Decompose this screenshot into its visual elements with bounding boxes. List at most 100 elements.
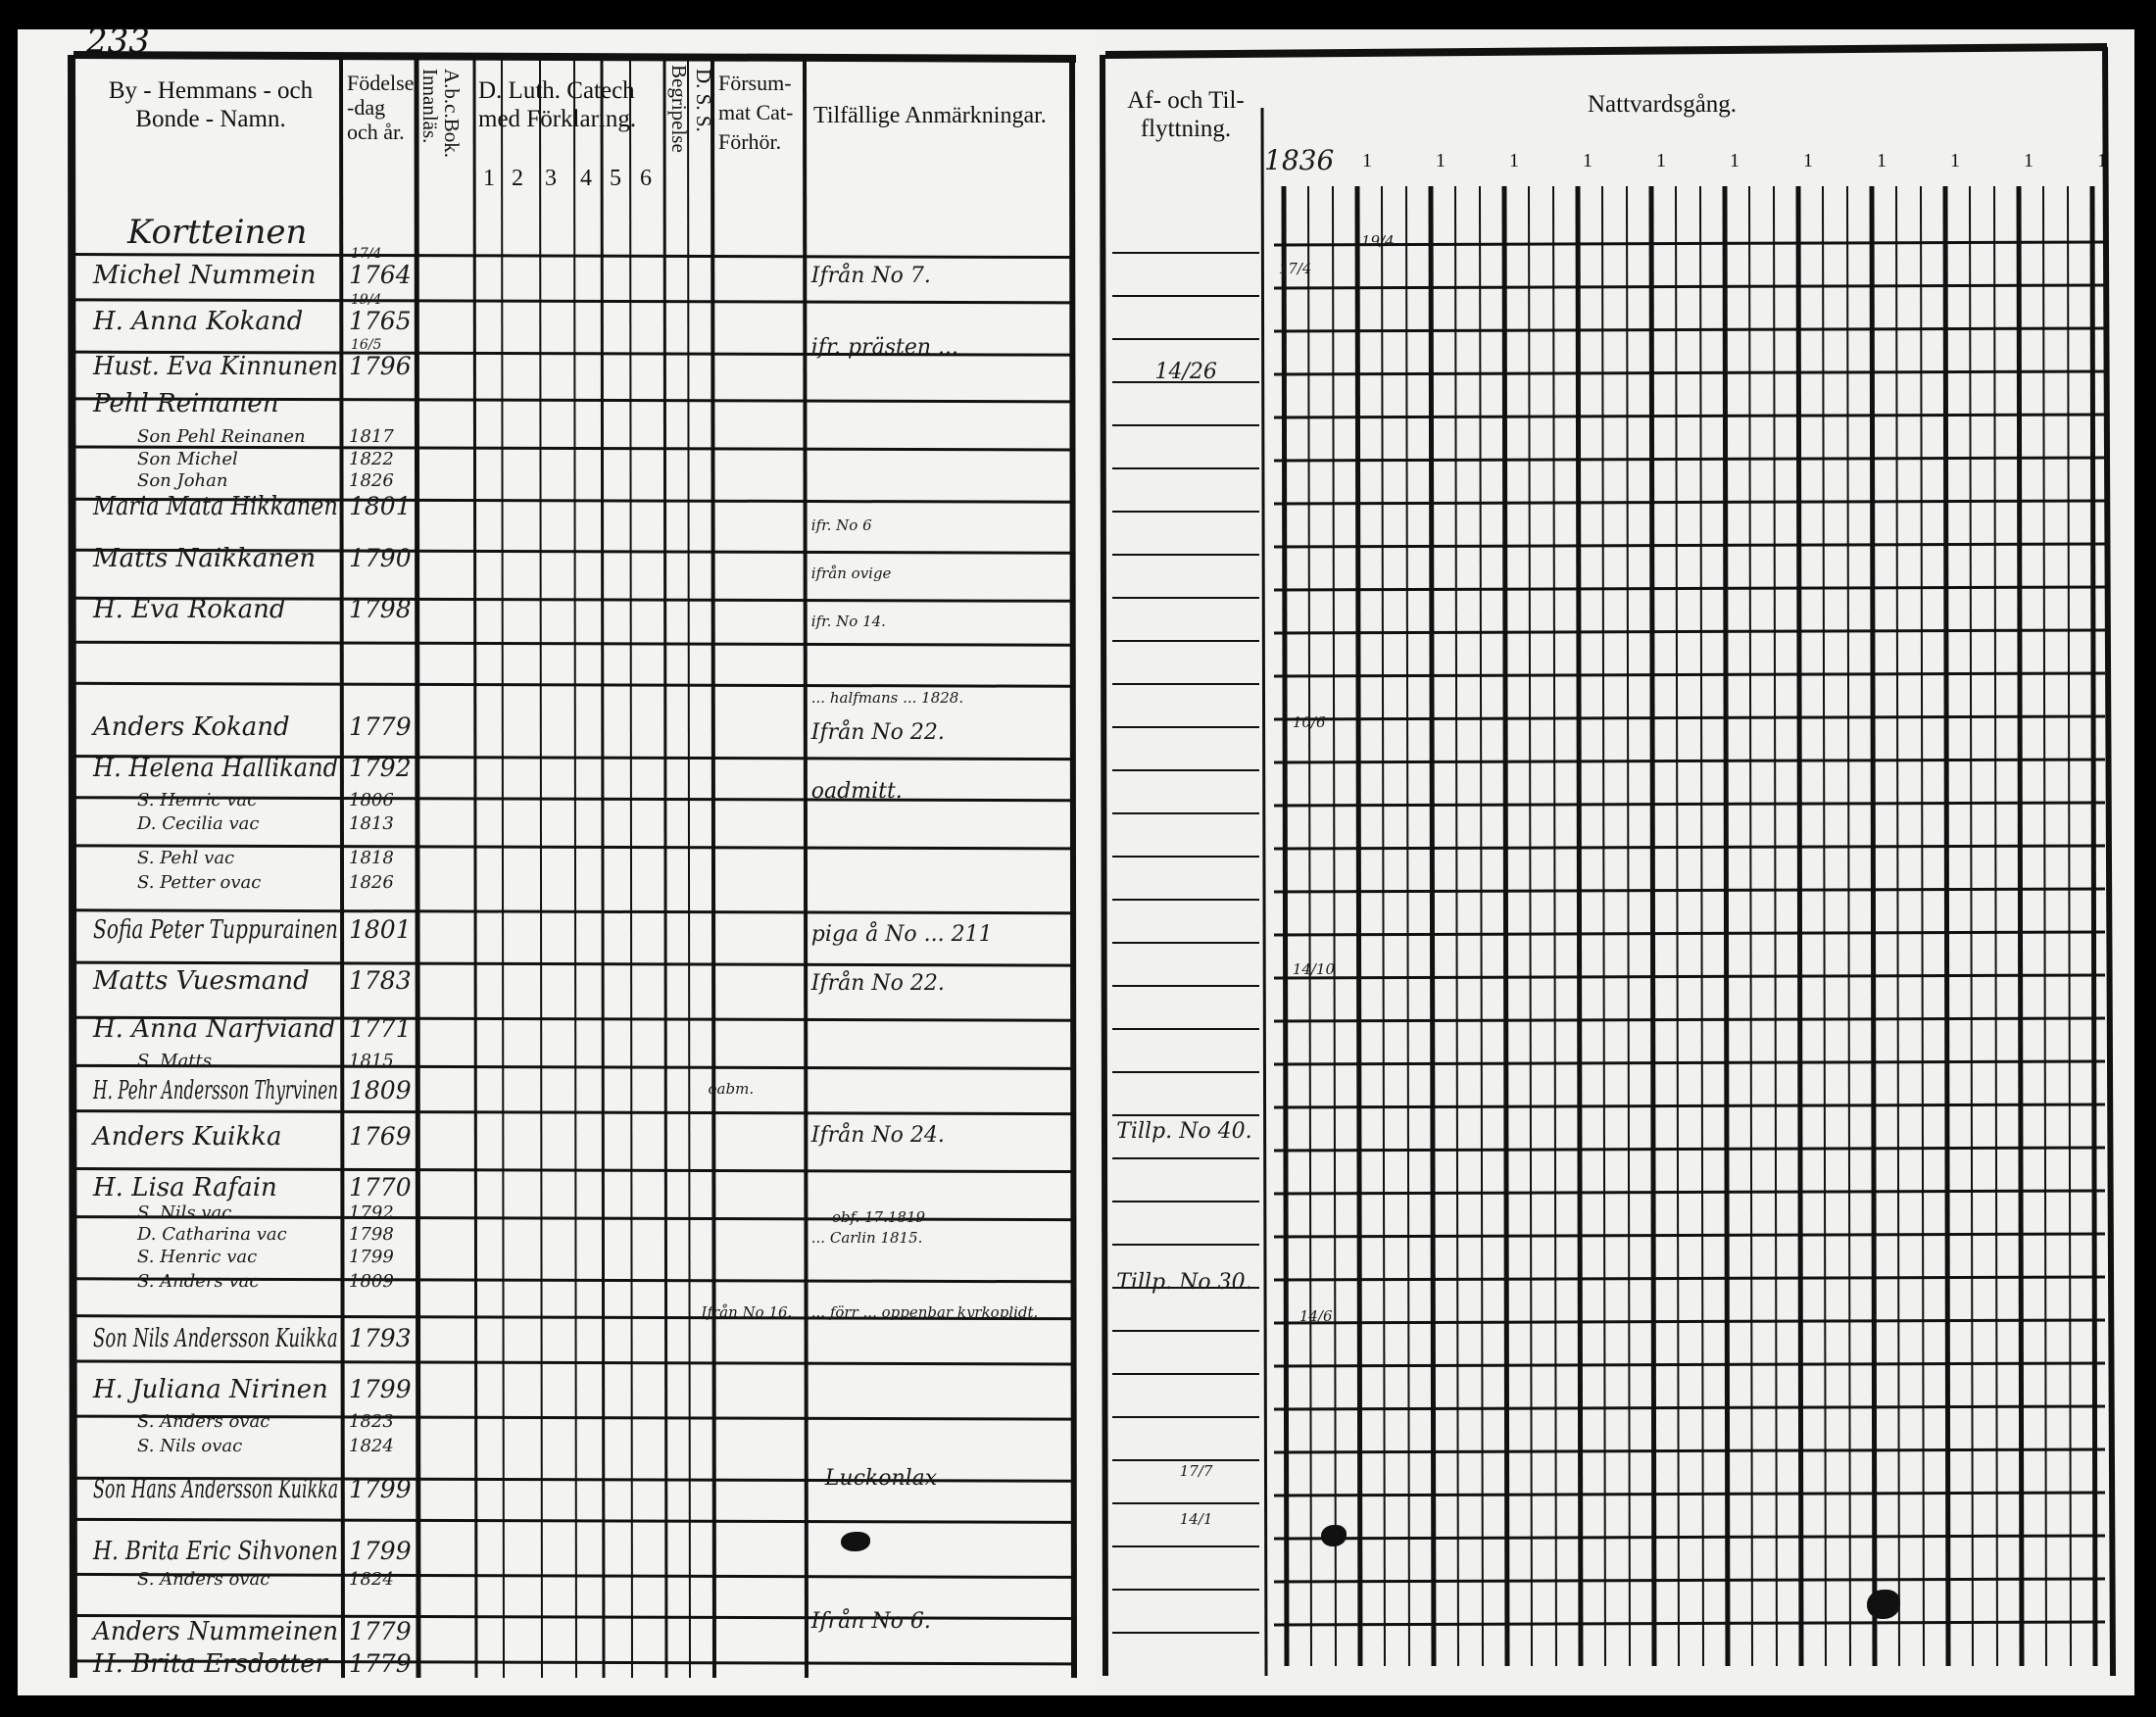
communion-column-marker: 1 bbox=[1730, 150, 1740, 172]
communion-column-rule bbox=[1501, 185, 1510, 1667]
remark-text: piga å No ... 211 bbox=[810, 921, 993, 947]
ink-blot bbox=[1321, 1525, 1347, 1546]
catechism-part-number: 3 bbox=[545, 166, 557, 191]
communion-row-rule bbox=[1273, 283, 2106, 290]
entry-name: Hust. Eva Kinnunen bbox=[93, 352, 339, 382]
communion-row-rule bbox=[1273, 1534, 2106, 1541]
column-rule bbox=[803, 54, 808, 1679]
communion-column-marker: 1 bbox=[1509, 150, 1519, 172]
entry-birth-year: 1771 bbox=[349, 1014, 412, 1044]
entry-name: D. Catharina vac bbox=[137, 1224, 287, 1246]
entry-birth-year: 1793 bbox=[349, 1323, 412, 1352]
communion-column-rule bbox=[1354, 185, 1363, 1667]
column-rule bbox=[339, 54, 345, 1679]
entry-birth-year: 1764 bbox=[349, 261, 412, 290]
entry-birth-year: 1799 bbox=[349, 1246, 394, 1267]
entry-birth-date: 19/4 bbox=[351, 291, 382, 308]
communion-column-rule bbox=[1405, 185, 1410, 1667]
communion-row-rule bbox=[1273, 1189, 2106, 1196]
communion-row-rule bbox=[1273, 369, 2106, 376]
entry-birth-year: 1813 bbox=[349, 812, 394, 834]
communion-row-rule bbox=[1273, 1577, 2106, 1584]
entry-birth-year: 1809 bbox=[349, 1076, 412, 1105]
entry-birth-date: 17/4 bbox=[351, 246, 382, 263]
header-catechism: D. Luth. Catech med Förklaring. bbox=[478, 77, 637, 132]
header-abc: A.b.c.Bok. Innanläs. bbox=[418, 69, 464, 158]
row-rule bbox=[73, 596, 1073, 603]
entry-name: Son Johan bbox=[137, 470, 228, 492]
communion-column-rule bbox=[1969, 185, 1974, 1667]
header-birth: Födelse-dag och år. bbox=[347, 71, 415, 144]
row-rule bbox=[73, 796, 1073, 803]
entry-name: H. Anna Narfviand bbox=[93, 1014, 336, 1045]
communion-column-marker: 1 bbox=[2097, 150, 2107, 172]
communion-row-rule bbox=[1273, 456, 2106, 463]
top-rule bbox=[1104, 43, 2108, 59]
entry-name: Sofia Peter Tuppurainen bbox=[93, 915, 338, 946]
entry-name: H. Pehr Andersson Thyrvinen bbox=[93, 1076, 338, 1106]
communion-mark: 17/7 bbox=[1179, 1462, 1213, 1481]
communion-row-rule bbox=[1273, 930, 2106, 937]
entry-birth-year: 1818 bbox=[349, 847, 394, 868]
column-rule bbox=[710, 54, 716, 1679]
row-rule bbox=[73, 1614, 1073, 1621]
remark-text: ... halfmans ... 1828. bbox=[810, 688, 964, 707]
communion-mark: 14/1 bbox=[1179, 1510, 1213, 1529]
catechism-part-number: 1 bbox=[483, 166, 495, 191]
communion-column-rule bbox=[1748, 185, 1753, 1667]
communion-column-marker: 1 bbox=[1583, 150, 1592, 172]
row-rule bbox=[73, 1414, 1073, 1421]
row-rule bbox=[73, 350, 1073, 357]
row-rule bbox=[73, 1277, 1073, 1284]
entry-birth-year: 1779 bbox=[349, 1616, 412, 1645]
entry-name: H. Eva Rokand bbox=[93, 595, 286, 625]
entry-birth-date: 16/5 bbox=[351, 337, 382, 354]
row-rule bbox=[73, 1517, 1073, 1524]
communion-row-rule bbox=[1273, 542, 2106, 549]
communion-row-rule bbox=[1273, 887, 2106, 894]
entry-birth-year: 1801 bbox=[349, 492, 412, 521]
communion-row-rule bbox=[1273, 499, 2106, 506]
communion-mark: 10/6 bbox=[1292, 712, 1326, 731]
communion-column-rule bbox=[1601, 185, 1606, 1667]
communion-row-rule bbox=[1273, 1404, 2106, 1411]
communion-column-marker: 1 bbox=[1656, 150, 1666, 172]
column-rule bbox=[539, 54, 543, 1679]
entry-name: S. Nils ovac bbox=[137, 1436, 243, 1457]
remark-text: ifr. No 14. bbox=[810, 613, 886, 631]
moving-note: Tillp. No 30. bbox=[1116, 1269, 1252, 1295]
column-rule bbox=[472, 54, 478, 1679]
communion-column-marker: 1 bbox=[1436, 150, 1446, 172]
entry-name: S. Henric vac bbox=[137, 789, 258, 810]
column-rule bbox=[1069, 54, 1077, 1679]
communion-row-rule bbox=[1273, 758, 2106, 764]
communion-row-rule bbox=[1273, 1146, 2106, 1153]
entry-birth-year: 1779 bbox=[349, 1649, 412, 1679]
communion-row-rule bbox=[1273, 413, 2106, 419]
entry-birth-year: 1801 bbox=[349, 915, 412, 945]
header-names: By - Hemmans - och Bonde - Namn. bbox=[108, 77, 314, 132]
communion-column-rule bbox=[1281, 185, 1290, 1667]
communion-column-rule bbox=[1920, 185, 1925, 1667]
row-rule bbox=[73, 445, 1073, 452]
communion-column-rule bbox=[1528, 185, 1533, 1667]
entry-name: H. Anna Kokand bbox=[93, 306, 304, 336]
communion-row-rule bbox=[1273, 1016, 2106, 1023]
village-name: Kortteinen bbox=[127, 213, 308, 252]
entry-birth-year: 1824 bbox=[349, 1569, 394, 1591]
communion-column-marker: 1 bbox=[1362, 150, 1372, 172]
entry-birth-year: 1798 bbox=[349, 1224, 394, 1246]
row-rule bbox=[73, 755, 1073, 761]
communion-column-rule bbox=[1307, 185, 1312, 1667]
column-rule bbox=[662, 54, 668, 1679]
entry-birth-year: 1823 bbox=[349, 1410, 394, 1432]
column-rule bbox=[414, 54, 421, 1679]
entry-birth-year: 1792 bbox=[349, 753, 412, 782]
row-rule bbox=[73, 253, 1073, 260]
right-page-border bbox=[1100, 54, 1108, 1677]
entry-birth-year: 1806 bbox=[349, 789, 394, 810]
entry-birth-year: 1790 bbox=[349, 544, 412, 573]
entry-name: S. Henric vac bbox=[137, 1246, 258, 1267]
communion-column-rule bbox=[1332, 185, 1337, 1667]
